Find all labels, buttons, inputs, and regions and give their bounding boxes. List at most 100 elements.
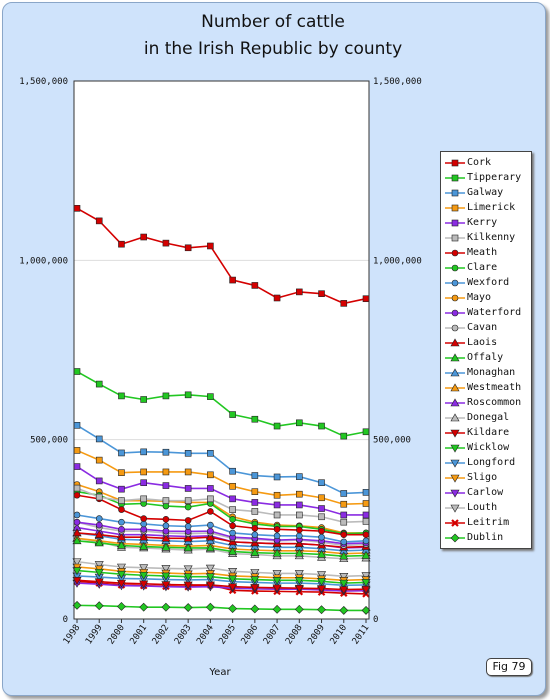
data-point — [361, 550, 371, 559]
legend-swatch — [445, 489, 465, 498]
data-point — [272, 584, 282, 593]
data-point — [294, 584, 304, 593]
legend-label: Carlow — [467, 487, 504, 498]
data-point — [273, 422, 281, 430]
data-point — [272, 548, 282, 557]
data-point — [451, 219, 459, 227]
data-point — [184, 503, 192, 511]
data-point — [207, 495, 214, 503]
legend-swatch — [445, 264, 465, 272]
legend-item-roscommon: Roscommon — [445, 396, 531, 411]
series-dublin — [72, 600, 371, 615]
data-point — [118, 392, 125, 400]
legend-swatch — [445, 159, 465, 167]
data-point — [228, 604, 238, 614]
data-point — [207, 485, 214, 492]
data-point — [296, 288, 303, 296]
y-tick-label-left: 1,500,000 — [19, 77, 68, 87]
data-point — [73, 484, 81, 492]
data-point — [139, 532, 149, 541]
data-point — [229, 276, 236, 284]
legend-label: Donegal — [467, 412, 510, 423]
legend-item-wicklow: Wicklow — [445, 441, 531, 456]
data-point — [228, 575, 238, 584]
data-point — [140, 448, 147, 456]
data-point — [116, 563, 126, 572]
data-point — [451, 189, 459, 197]
y-tick-label-right: 500,000 — [373, 436, 411, 446]
legend-item-kilkenny: Kilkenny — [445, 231, 531, 246]
legend: Cork Tipperary Galway Limerick Kerry Kilkenny… — [440, 151, 532, 549]
data-point — [73, 205, 81, 212]
data-point — [95, 217, 103, 225]
series-wexford — [73, 511, 370, 546]
data-point — [161, 565, 171, 574]
data-point — [205, 532, 215, 541]
data-point — [294, 548, 304, 557]
legend-swatch — [445, 383, 465, 392]
data-point — [251, 524, 259, 532]
legend-label: Louth — [467, 502, 498, 513]
legend-swatch — [445, 533, 465, 543]
data-point — [318, 513, 325, 521]
data-point — [94, 561, 104, 570]
data-point — [139, 571, 149, 580]
series-line — [76, 424, 367, 495]
data-point — [140, 515, 147, 522]
legend-item-dublin: Dublin — [445, 531, 531, 546]
legend-label: Clare — [467, 262, 498, 273]
data-point — [139, 580, 149, 589]
data-point — [296, 419, 303, 427]
legend-swatch — [445, 444, 465, 453]
data-point — [450, 413, 460, 422]
data-point — [117, 602, 126, 611]
data-point — [250, 576, 260, 585]
data-point — [73, 368, 81, 375]
data-point — [162, 482, 170, 489]
data-point — [184, 485, 192, 492]
data-point — [229, 482, 236, 490]
data-point — [116, 540, 126, 549]
data-point — [229, 515, 236, 523]
x-tick-label: 2002 — [151, 623, 172, 647]
legend-item-westmeath: Westmeath — [445, 381, 531, 396]
data-point — [340, 511, 348, 519]
data-point — [450, 459, 460, 468]
legend-item-tipperary: Tipperary — [445, 171, 531, 186]
chart-title: Number of cattle — [201, 12, 345, 32]
data-point — [451, 279, 459, 287]
data-point — [183, 573, 193, 582]
data-point — [228, 583, 238, 592]
data-point — [251, 508, 259, 515]
data-point — [362, 537, 370, 545]
x-tick-label: 2009 — [306, 623, 327, 647]
data-point — [450, 338, 460, 347]
data-point — [451, 159, 459, 167]
series-laois — [72, 528, 371, 551]
data-point — [94, 538, 104, 547]
data-point — [361, 579, 371, 588]
data-point — [95, 493, 103, 501]
x-tick-label: 2005 — [217, 623, 238, 647]
data-point — [339, 551, 349, 560]
data-point — [318, 505, 325, 512]
legend-label: Cavan — [467, 322, 498, 333]
data-point — [118, 526, 125, 533]
data-point — [229, 411, 236, 418]
data-point — [272, 570, 282, 579]
x-tick-label: 2001 — [129, 623, 150, 647]
data-point — [228, 546, 238, 555]
legend-item-galway: Galway — [445, 186, 531, 201]
x-axis-label: Year — [209, 667, 231, 678]
series-line — [76, 560, 367, 578]
data-point — [450, 383, 460, 392]
data-point — [94, 578, 104, 587]
data-point — [184, 517, 192, 524]
series-line — [76, 575, 367, 587]
series-line — [76, 465, 366, 516]
legend-swatch — [445, 234, 465, 242]
series-line — [76, 540, 367, 558]
data-point — [183, 581, 193, 590]
data-point — [184, 244, 192, 252]
legend-label: Sligo — [467, 472, 498, 483]
